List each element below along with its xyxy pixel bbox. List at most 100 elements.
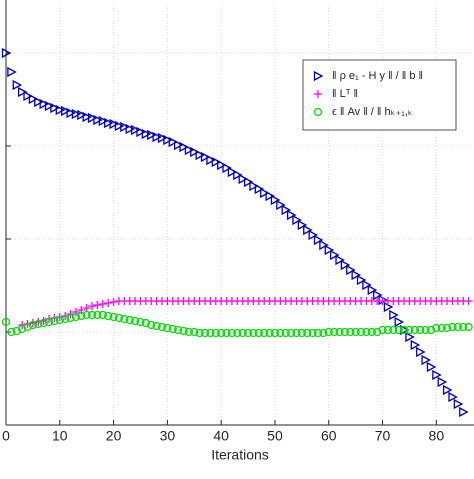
x-axis-label: Iterations bbox=[211, 447, 269, 463]
marker bbox=[303, 328, 312, 338]
marker bbox=[71, 308, 80, 316]
x-tick-label: 80 bbox=[429, 428, 445, 444]
marker bbox=[23, 90, 33, 102]
marker bbox=[270, 194, 281, 206]
marker bbox=[303, 224, 313, 236]
marker bbox=[114, 313, 124, 323]
marker bbox=[405, 331, 415, 343]
marker bbox=[109, 312, 118, 322]
marker bbox=[61, 105, 71, 117]
marker bbox=[432, 369, 442, 381]
marker bbox=[356, 327, 366, 337]
marker bbox=[114, 120, 125, 132]
marker bbox=[389, 325, 398, 335]
marker bbox=[104, 311, 113, 321]
marker bbox=[394, 316, 405, 328]
marker bbox=[130, 124, 141, 136]
marker bbox=[233, 328, 242, 338]
marker bbox=[437, 376, 448, 388]
marker bbox=[87, 112, 98, 124]
marker bbox=[109, 298, 118, 306]
marker bbox=[421, 354, 431, 366]
marker bbox=[416, 325, 425, 335]
marker bbox=[184, 327, 194, 337]
marker bbox=[195, 328, 204, 338]
marker bbox=[190, 146, 200, 158]
marker bbox=[410, 339, 421, 351]
marker bbox=[93, 310, 102, 320]
marker bbox=[324, 244, 335, 256]
marker bbox=[416, 346, 426, 358]
marker bbox=[453, 322, 463, 332]
marker bbox=[147, 129, 157, 141]
marker bbox=[141, 128, 152, 140]
marker bbox=[157, 322, 167, 332]
marker bbox=[93, 301, 102, 309]
marker bbox=[276, 328, 285, 338]
marker bbox=[93, 114, 103, 126]
x-tick-label: 50 bbox=[267, 428, 283, 444]
legend-label: ‖ ρ e₁ - H y ‖ / ‖ b ‖ bbox=[332, 70, 423, 82]
x-tick-label: 0 bbox=[2, 428, 10, 444]
marker bbox=[120, 314, 129, 324]
marker bbox=[308, 229, 319, 241]
marker bbox=[136, 126, 146, 138]
marker bbox=[12, 79, 23, 91]
marker bbox=[319, 239, 329, 251]
marker bbox=[82, 310, 91, 320]
marker bbox=[211, 328, 220, 338]
marker bbox=[243, 328, 253, 338]
marker bbox=[17, 86, 28, 98]
marker bbox=[340, 259, 351, 271]
marker bbox=[442, 323, 452, 333]
marker bbox=[265, 190, 275, 202]
x-tick-label: 70 bbox=[375, 428, 391, 444]
marker bbox=[152, 321, 161, 331]
marker bbox=[367, 327, 376, 337]
legend-label: ϵ ‖ Av ‖ / ‖ hₖ₊₁,ₖ bbox=[332, 106, 413, 118]
marker bbox=[136, 317, 145, 327]
marker bbox=[249, 328, 258, 338]
marker bbox=[88, 302, 97, 310]
marker bbox=[453, 398, 464, 410]
marker bbox=[238, 173, 249, 185]
marker bbox=[313, 70, 324, 82]
marker bbox=[130, 316, 140, 326]
x-tick-label: 60 bbox=[321, 428, 337, 444]
marker bbox=[1, 47, 12, 59]
marker bbox=[426, 325, 436, 335]
marker bbox=[7, 327, 16, 337]
marker bbox=[276, 199, 286, 211]
marker bbox=[260, 328, 269, 338]
marker bbox=[399, 325, 409, 335]
marker bbox=[71, 108, 82, 120]
marker bbox=[98, 115, 109, 127]
marker bbox=[265, 328, 274, 338]
marker bbox=[356, 274, 367, 286]
marker bbox=[206, 328, 215, 338]
marker bbox=[125, 123, 136, 135]
marker bbox=[459, 406, 469, 418]
marker bbox=[44, 317, 54, 327]
marker bbox=[44, 100, 55, 112]
marker bbox=[61, 314, 70, 324]
marker bbox=[23, 322, 32, 332]
marker bbox=[319, 328, 328, 338]
marker bbox=[179, 326, 188, 336]
marker bbox=[292, 214, 302, 226]
marker bbox=[254, 328, 263, 338]
x-tick-label: 40 bbox=[213, 428, 229, 444]
marker bbox=[227, 166, 238, 178]
marker bbox=[1, 317, 11, 327]
marker bbox=[448, 322, 457, 332]
marker bbox=[222, 162, 232, 174]
marker bbox=[329, 327, 339, 337]
marker bbox=[383, 325, 393, 335]
marker bbox=[77, 311, 86, 321]
marker bbox=[351, 269, 362, 281]
marker bbox=[340, 327, 350, 337]
marker bbox=[82, 111, 93, 123]
marker bbox=[50, 316, 59, 326]
marker bbox=[238, 328, 247, 338]
marker bbox=[34, 319, 43, 329]
